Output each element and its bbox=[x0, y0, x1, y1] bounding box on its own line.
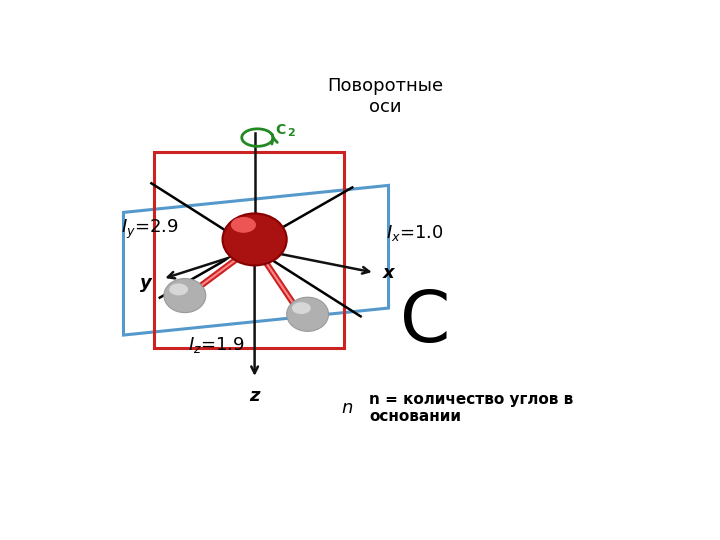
Ellipse shape bbox=[231, 217, 256, 233]
Text: $\mathit{I}_x$=1.0: $\mathit{I}_x$=1.0 bbox=[386, 223, 444, 243]
Text: 2: 2 bbox=[287, 129, 294, 138]
Text: C: C bbox=[275, 123, 286, 137]
Text: z: z bbox=[249, 387, 260, 405]
Text: x: x bbox=[383, 264, 395, 282]
Ellipse shape bbox=[292, 302, 311, 314]
Ellipse shape bbox=[287, 297, 328, 332]
Ellipse shape bbox=[169, 284, 188, 295]
Text: n: n bbox=[341, 399, 352, 417]
Text: C: C bbox=[400, 288, 450, 357]
Ellipse shape bbox=[164, 279, 206, 313]
Text: y: y bbox=[140, 274, 151, 292]
Text: $\mathit{I}_z$=1.9: $\mathit{I}_z$=1.9 bbox=[188, 335, 245, 355]
Text: n = количество углов в
основании: n = количество углов в основании bbox=[369, 392, 573, 424]
Text: $\mathit{I}_y$=2.9: $\mathit{I}_y$=2.9 bbox=[121, 218, 179, 241]
Ellipse shape bbox=[222, 213, 287, 266]
Text: Поворотные
оси: Поворотные оси bbox=[328, 77, 444, 116]
